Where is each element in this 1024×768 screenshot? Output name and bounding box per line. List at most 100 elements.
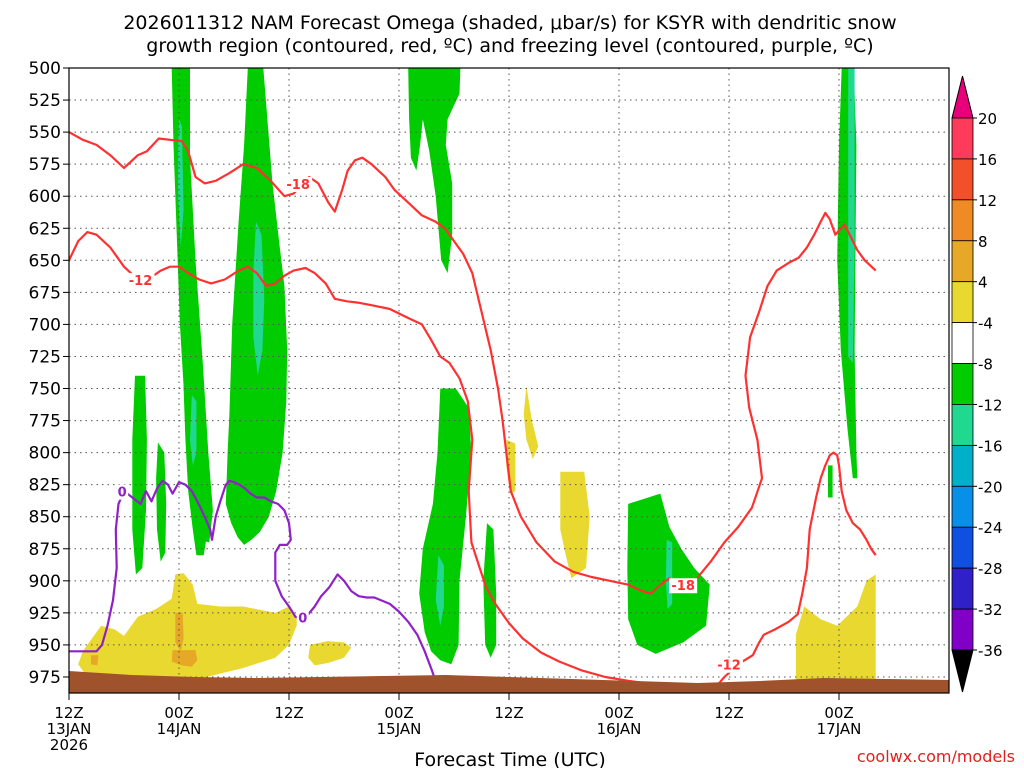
colorbar-label: 8 [978,233,988,251]
colorbar-label: 20 [978,110,997,128]
x-tick-label: 12Z [274,704,303,722]
y-tick-label: 950 [29,636,61,656]
colorbar-label: -28 [978,560,1003,578]
x-tick-label: 14JAN [157,720,202,738]
omega-region-6 [419,388,472,665]
colorbar-label: -20 [978,478,1003,496]
contour-label-bg [126,273,155,289]
colorbar-label: 16 [978,151,997,169]
colorbar-swatch [951,363,974,405]
colorbar-label: -8 [978,356,993,374]
omega-region-13 [190,394,197,466]
y-tick-label: 525 [29,91,61,111]
omega-region-16 [848,68,855,363]
colorbar-label: -12 [978,396,1003,414]
colorbar-swatch [951,281,974,324]
x-tick-label: 12Z [54,704,83,722]
contour-label-2: -18 [671,579,695,594]
omega-region-20 [523,385,539,459]
x-tick-label: 00Z [604,704,633,722]
omega-region-10 [828,465,833,498]
x-tick-label: 12Z [494,704,523,722]
contour-label-3: -12 [717,659,741,674]
x-tick-label: 16JAN [597,720,642,738]
colorbar-swatch [951,117,974,160]
y-tick-label: 775 [29,412,61,432]
y-tick-label: 500 [29,59,61,79]
contour-label-bg [284,176,313,192]
y-tick-label: 875 [29,540,61,560]
colorbar-label: -24 [978,519,1003,537]
x-tick-label: 00Z [824,704,853,722]
colorbar-label: -4 [978,315,993,333]
contour-line-26 [69,130,877,595]
contour-label-bg [116,484,129,500]
y-tick-label: 600 [29,187,61,207]
x-tick-label: 13JAN [47,720,92,738]
x-tick-label: 12Z [714,704,743,722]
omega-region-5 [408,68,461,274]
omega-region-25 [91,655,99,666]
y-tick-label: 650 [29,251,61,271]
y-tick-label: 575 [29,155,61,175]
colorbar-label: 4 [978,274,988,292]
contour-label-4: 0 [118,486,127,501]
contour-line-28 [69,479,439,688]
x-tick-label: 2026 [50,736,88,754]
credit-text: coolwx.com/models [857,747,1015,766]
x-tick-label: 15JAN [377,720,422,738]
contour-label-5: 0 [298,611,307,626]
y-tick-label: 700 [29,315,61,335]
colorbar-swatch [951,240,974,283]
colorbar-swatch [951,322,974,364]
y-tick-label: 750 [29,380,61,400]
contour-line-27 [69,231,877,693]
omega-region-4 [156,442,167,562]
omega-region-17 [78,573,299,680]
colorbar-label: 12 [978,192,997,210]
contour-label-1: -12 [129,274,153,289]
colorbar-swatch [951,158,974,201]
omega-region-23 [175,612,184,652]
y-tick-label: 550 [29,123,61,143]
y-tick-label: 900 [29,572,61,592]
x-axis-title: Forecast Time (UTC) [414,749,605,768]
colorbar-label: -16 [978,437,1003,455]
omega-region-3 [132,375,147,575]
x-tick-label: 17JAN [817,720,862,738]
y-tick-label: 850 [29,508,61,528]
colorbar-swatch [951,444,974,487]
colorbar-swatch [951,526,974,569]
y-tick-label: 675 [29,283,61,303]
omega-region-14 [435,555,444,626]
chart-title-line-1: 2026011312 NAM Forecast Omega (shaded, μ… [123,12,896,34]
colorbar-label: -32 [978,601,1003,619]
colorbar-bottom-arrow [951,649,974,693]
y-axis: 500 525 550 575 600 625 650 675 700 725 750 775 800 8… [29,59,69,688]
colorbar-swatch [951,567,974,610]
y-tick-label: 825 [29,476,61,496]
chart-title-line-2: growth region (contoured, red, ºC) and f… [146,35,873,57]
omega-region-18 [308,641,352,666]
contour-label-0: -18 [286,178,310,193]
colorbar-swatch [951,485,974,528]
x-tick-label: 00Z [164,704,193,722]
omega-region-24 [171,650,198,667]
contour-label-bg [669,578,698,594]
omega-region-7 [483,523,497,658]
contour-label-bg [715,657,743,673]
colorbar-label: -36 [978,642,1003,660]
y-tick-label: 975 [29,668,61,688]
terrain-ground [69,671,949,693]
x-tick-label: 00Z [384,704,413,722]
colorbar-swatch [951,404,974,446]
y-tick-label: 725 [29,347,61,367]
contour-label-bg [296,610,309,626]
omega-region-21 [560,471,590,579]
colorbar-swatch [951,199,974,242]
y-tick-label: 625 [29,219,61,239]
colorbar-swatch [951,608,974,651]
colorbar-top-arrow [951,75,974,119]
